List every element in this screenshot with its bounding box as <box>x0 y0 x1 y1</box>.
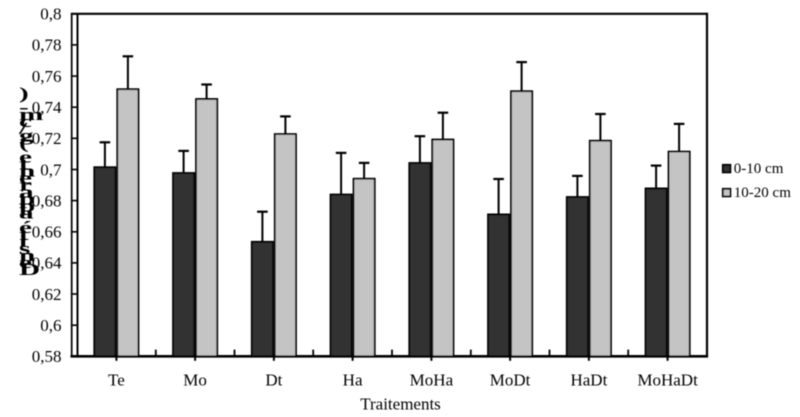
svg-text:a: a <box>19 204 34 222</box>
svg-text:é: é <box>19 219 32 237</box>
svg-text:0-10 cm: 0-10 cm <box>734 161 784 177</box>
svg-text:i: i <box>19 233 28 251</box>
svg-text:): ) <box>19 85 29 103</box>
svg-text:0,62: 0,62 <box>32 285 62 304</box>
svg-text:Traitements: Traitements <box>360 395 441 414</box>
svg-text:(: ( <box>19 134 29 152</box>
svg-text:0,6: 0,6 <box>40 316 61 335</box>
svg-text:Dt: Dt <box>265 371 282 390</box>
svg-text:0,72: 0,72 <box>32 129 62 148</box>
svg-text:0,66: 0,66 <box>32 223 62 242</box>
svg-text:p: p <box>19 197 35 215</box>
svg-text:10-20 cm: 10-20 cm <box>734 185 791 201</box>
svg-text:Ha: Ha <box>343 371 363 390</box>
svg-text:0,8: 0,8 <box>40 5 61 24</box>
svg-text:c: c <box>19 113 32 131</box>
svg-text:m: m <box>19 106 43 124</box>
svg-text:e: e <box>19 254 32 272</box>
svg-text:p: p <box>19 190 35 208</box>
svg-text:MoDt: MoDt <box>490 371 531 390</box>
svg-text:0,68: 0,68 <box>32 191 62 210</box>
svg-text:e: e <box>19 169 32 187</box>
svg-text:0,78: 0,78 <box>32 36 62 55</box>
svg-text:0,76: 0,76 <box>32 67 62 86</box>
svg-text:0,7: 0,7 <box>40 160 62 179</box>
svg-text:s: s <box>19 240 30 258</box>
svg-text:n: n <box>19 162 35 180</box>
svg-text:0,58: 0,58 <box>32 347 62 366</box>
svg-text:a: a <box>19 183 34 201</box>
svg-text:/: / <box>18 120 28 138</box>
svg-text:r: r <box>19 176 32 194</box>
svg-text:HaDt: HaDt <box>570 371 607 390</box>
svg-text:t: t <box>19 226 29 244</box>
svg-text:t: t <box>19 155 29 173</box>
svg-text:Mo: Mo <box>183 371 207 390</box>
svg-text:MoHaDt: MoHaDt <box>637 371 698 390</box>
svg-text:n: n <box>19 247 35 265</box>
svg-text:D: D <box>19 261 40 279</box>
svg-text:0,64: 0,64 <box>32 254 62 273</box>
svg-text:MoHa: MoHa <box>410 371 454 390</box>
svg-text:g: g <box>19 127 34 145</box>
svg-text:Te: Te <box>108 371 125 390</box>
svg-text:0,74: 0,74 <box>32 98 62 117</box>
svg-text:-: - <box>19 99 29 117</box>
svg-text:e: e <box>19 148 32 166</box>
